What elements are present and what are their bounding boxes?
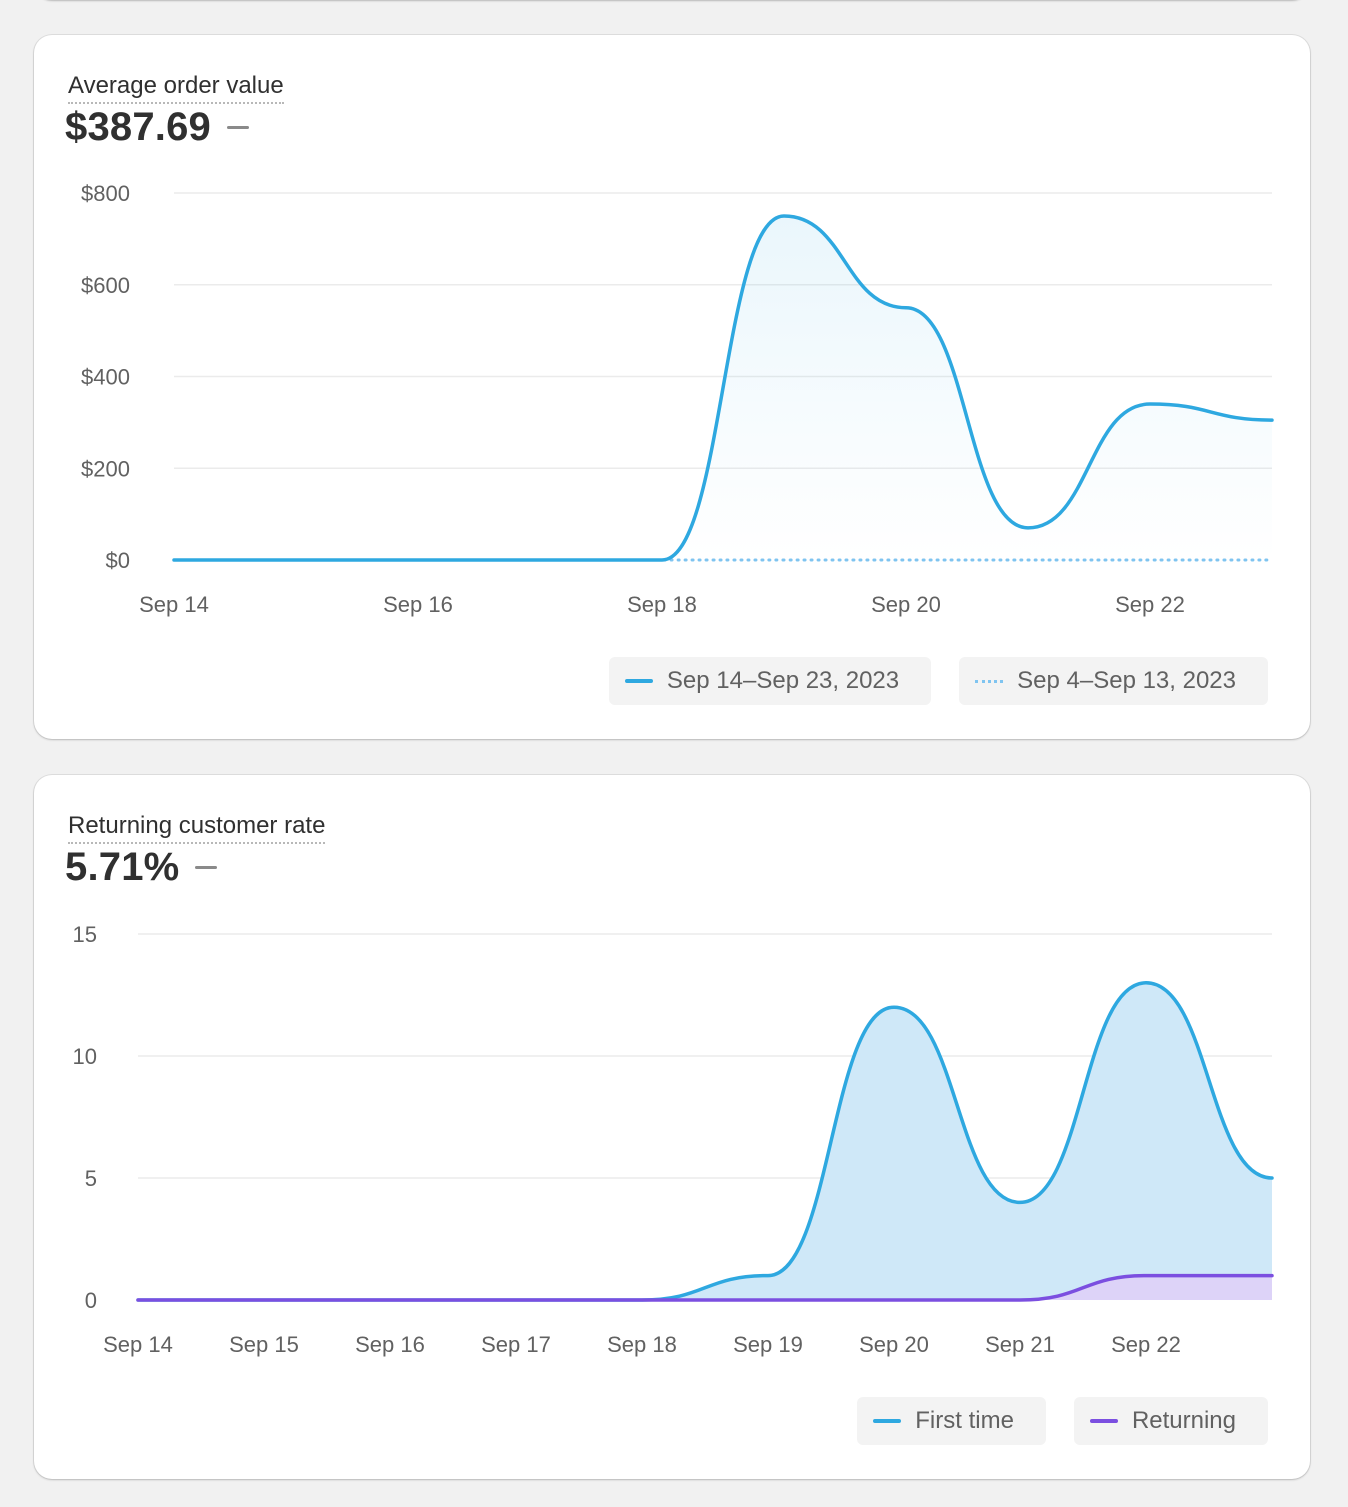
average-order-value-card: Average order value $387.69 $0 $200 $400 $6… xyxy=(34,35,1310,739)
x-tick-label: Sep 19 xyxy=(733,1332,803,1357)
legend-label: Sep 4–Sep 13, 2023 xyxy=(1017,667,1236,694)
legend-item-current-period[interactable]: Sep 14–Sep 23, 2023 xyxy=(608,657,932,705)
y-tick-label: 10 xyxy=(73,1044,97,1069)
average-order-value-chart: $0 $200 $400 $600 $800 Sep 14 Sep 16 Sep 18 Sep … xyxy=(81,181,1274,617)
x-tick-label: Sep 18 xyxy=(607,1332,677,1357)
no-change-indicator xyxy=(195,866,218,869)
no-change-indicator xyxy=(227,126,249,129)
metric-value: $387.69 xyxy=(65,105,211,149)
x-tick-label: Sep 22 xyxy=(1115,592,1185,617)
legend-label: Returning xyxy=(1131,1407,1236,1434)
series-area-returning xyxy=(138,1275,1272,1300)
legend-solid-line-icon xyxy=(1089,1419,1118,1423)
y-tick-label: 5 xyxy=(85,1166,97,1191)
x-tick-label: Sep 15 xyxy=(229,1332,299,1357)
y-tick-label: $400 xyxy=(81,365,130,390)
legend-label: First time xyxy=(915,1407,1014,1434)
legend-label: Sep 14–Sep 23, 2023 xyxy=(666,667,900,694)
x-tick-label: Sep 20 xyxy=(871,592,941,617)
legend-dotted-line-icon xyxy=(975,679,1004,683)
legend-solid-line-icon xyxy=(624,679,653,683)
returning-customer-rate-chart: 0 5 10 15 Sep 14 Sep 15 Sep 16 Sep 17 Sep 18 Sep … xyxy=(73,922,1274,1357)
legend-item-returning[interactable]: Returning xyxy=(1073,1397,1268,1445)
y-tick-label: 15 xyxy=(73,922,97,947)
series-area-first-time xyxy=(138,982,1272,1300)
y-tick-label: $0 xyxy=(106,548,130,573)
x-tick-label: Sep 18 xyxy=(627,592,697,617)
metric-title[interactable]: Average order value xyxy=(68,71,284,104)
chart-legend: First time Returning xyxy=(857,1397,1268,1445)
series-line-returning xyxy=(136,1273,1274,1302)
legend-solid-line-icon xyxy=(873,1419,902,1423)
x-tick-label: Sep 16 xyxy=(383,592,453,617)
legend-item-first-time[interactable]: First time xyxy=(857,1397,1046,1445)
metric-value-row: 5.71% xyxy=(65,845,218,890)
y-tick-label: 0 xyxy=(85,1288,97,1313)
metric-value-row: $387.69 xyxy=(65,105,249,150)
x-tick-label: Sep 14 xyxy=(139,592,209,617)
x-tick-label: Sep 16 xyxy=(355,1332,425,1357)
y-tick-label: $200 xyxy=(81,456,130,481)
metric-title[interactable]: Returning customer rate xyxy=(68,811,326,844)
chart-legend: Sep 14–Sep 23, 2023 Sep 4–Sep 13, 2023 xyxy=(608,657,1268,705)
legend-item-previous-period[interactable]: Sep 4–Sep 13, 2023 xyxy=(959,657,1268,705)
x-tick-label: Sep 20 xyxy=(859,1332,929,1357)
y-tick-label: $600 xyxy=(81,273,130,298)
x-tick-label: Sep 17 xyxy=(481,1332,551,1357)
series-line-sep-14-sep-23-2023 xyxy=(172,214,1274,562)
returning-customer-rate-card: Returning customer rate 5.71% 0 5 10 15 Sep … xyxy=(34,775,1310,1479)
metric-value: 5.71% xyxy=(65,845,180,889)
y-tick-label: $800 xyxy=(81,181,130,206)
x-tick-label: Sep 22 xyxy=(1111,1332,1181,1357)
x-tick-label: Sep 21 xyxy=(985,1332,1055,1357)
x-tick-label: Sep 14 xyxy=(103,1332,173,1357)
